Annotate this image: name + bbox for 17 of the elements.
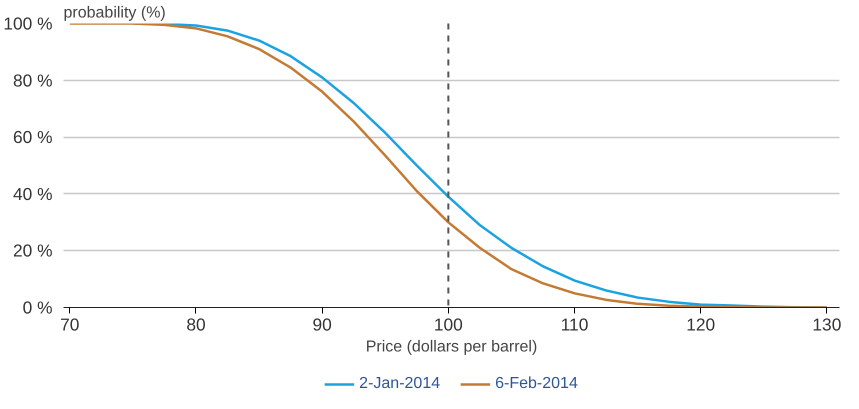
- x-tick-label: 70: [60, 314, 80, 334]
- y-tick-label: 0 %: [22, 298, 52, 318]
- x-axis-title: Price (dollars per barrel): [366, 338, 538, 356]
- legend-label: 2-Jan-2014: [359, 375, 440, 393]
- y-axis-title: probability (%): [64, 4, 166, 22]
- x-tick-label: 120: [686, 314, 716, 334]
- y-tick-label: 20 %: [13, 240, 53, 261]
- x-tick-label: 100: [434, 314, 463, 334]
- x-tick-label: 80: [186, 314, 206, 334]
- y-tick-label: 40 %: [13, 184, 53, 204]
- y-tick-label: 100 %: [3, 14, 53, 34]
- x-tick-label: 130: [812, 314, 842, 334]
- x-tick-label: 90: [312, 314, 332, 334]
- y-tick-label: 60 %: [13, 127, 53, 148]
- x-tick-label: 110: [560, 314, 588, 334]
- legend-label: 6-Feb-2014: [495, 375, 578, 393]
- y-tick-label: 80 %: [13, 70, 53, 90]
